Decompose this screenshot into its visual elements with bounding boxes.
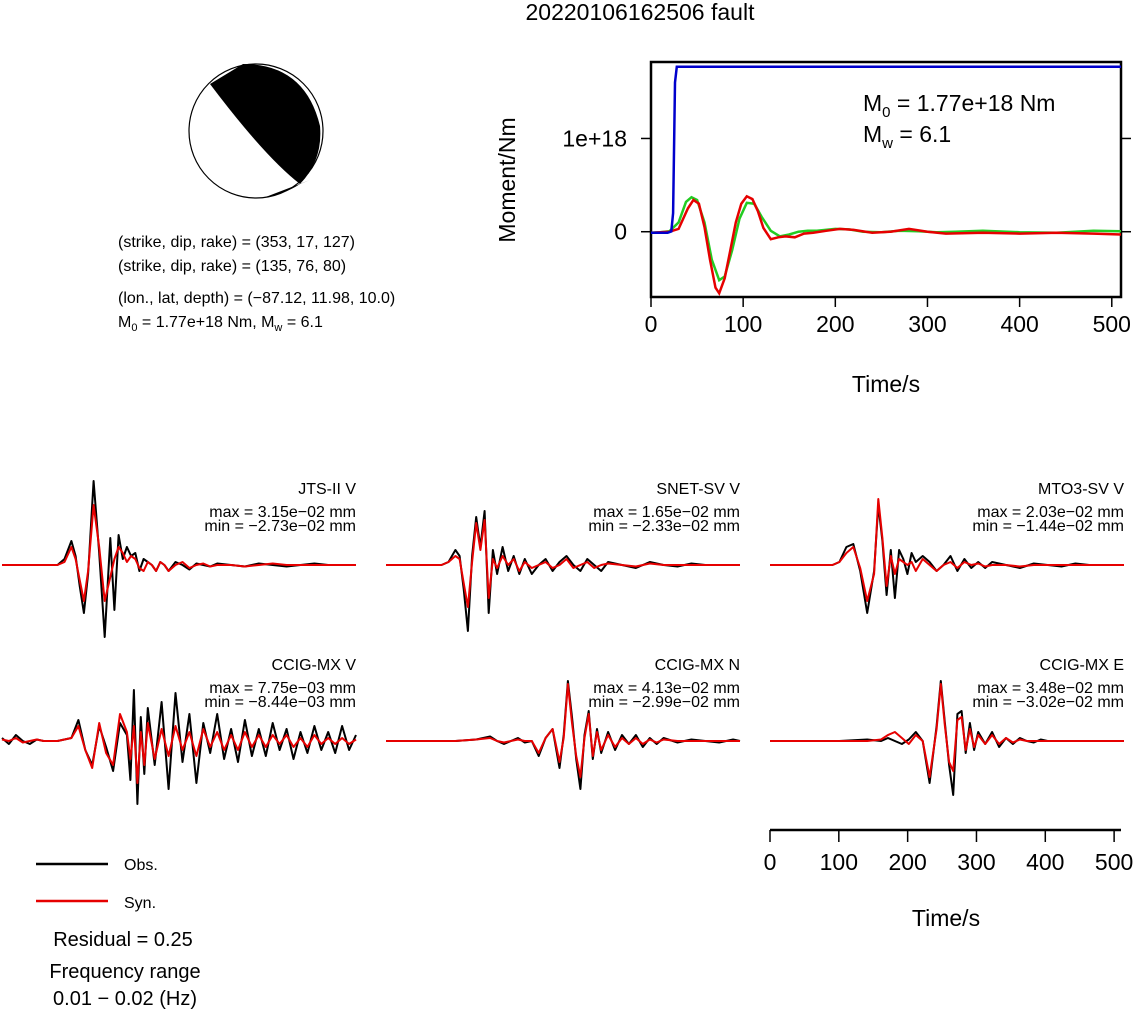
- waveform-x-tick-label: 500: [1095, 849, 1133, 875]
- waveform-synthetic: [770, 498, 1124, 602]
- nodal-plane-1: (strike, dip, rake) = (353, 17, 127): [118, 234, 355, 251]
- moment-annotation-m0: M0 = 1.77e+18 Nm: [863, 90, 1055, 121]
- moment-plot: M0 = 1.77e+18 Nm Mw = 6.1 Moment/Nm Time…: [494, 60, 1131, 397]
- waveform-min-label: min = −1.44e−02 mm: [972, 518, 1124, 535]
- waveform-station-label: SNET-SV V: [656, 481, 740, 498]
- legend-obs-label: Obs.: [124, 857, 158, 874]
- moment-y-tick-label: 0: [614, 219, 627, 245]
- waveform-max-label: max = 3.48e−02 mm: [977, 680, 1124, 697]
- waveform-station-label: CCIG-MX V: [272, 657, 357, 674]
- moment-y-axis-label: Moment/Nm: [494, 117, 520, 242]
- moment-x-tick-label: 300: [908, 311, 946, 337]
- waveform-x-tick-label: 400: [1026, 849, 1064, 875]
- moment-x-tick-label: 100: [724, 311, 762, 337]
- waveform-station-label: MTO3-SV V: [1038, 481, 1124, 498]
- frequency-range-title: Frequency range: [49, 961, 200, 983]
- legend-syn-label: Syn.: [124, 895, 156, 912]
- moment-x-tick-label: 200: [816, 311, 854, 337]
- waveform-max-label: max = 7.75e−03 mm: [209, 680, 356, 697]
- waveform-max-label: max = 4.13e−02 mm: [593, 680, 740, 697]
- beach-ball-icon: [188, 63, 324, 199]
- waveform-synthetic: [1, 713, 357, 784]
- waveform-min-label: min = −2.33e−02 mm: [588, 518, 740, 535]
- moment-series-stf-red: [650, 194, 1122, 297]
- nodal-plane-2: (strike, dip, rake) = (135, 76, 80): [118, 258, 346, 275]
- waveform-station-label: CCIG-MX N: [655, 657, 740, 674]
- waveform-synthetic: [2, 504, 356, 602]
- moment-x-tick-label: 500: [1093, 311, 1131, 337]
- waveform-min-label: min = −8.44e−03 mm: [204, 694, 356, 711]
- moment-x-tick-label: 0: [645, 311, 658, 337]
- moment-summary: M0 = 1.77e+18 Nm, Mw = 6.1: [118, 314, 323, 334]
- moment-series-moment: [651, 65, 1121, 234]
- waveform-min-label: min = −3.02e−02 mm: [972, 694, 1124, 711]
- moment-annotation-mw: Mw = 6.1: [863, 121, 951, 152]
- waveform-x-axis-label: Time/s: [912, 905, 980, 931]
- moment-plot-frame: [649, 60, 1123, 299]
- source-info: (strike, dip, rake) = (353, 17, 127) (st…: [118, 234, 395, 334]
- waveform-x-tick-label: 200: [888, 849, 926, 875]
- moment-x-axis-label: Time/s: [852, 371, 920, 397]
- waveform-x-axis: Time/s 0 100 200 300 400 500: [764, 828, 1133, 931]
- waveform-x-tick-label: 100: [820, 849, 858, 875]
- waveform-min-label: min = −2.73e−02 mm: [204, 518, 356, 535]
- waveform-max-label: max = 2.03e−02 mm: [977, 504, 1124, 521]
- residual-text: Residual = 0.25: [53, 929, 193, 951]
- waveform-max-label: max = 3.15e−02 mm: [209, 504, 356, 521]
- waveform-min-label: min = −2.99e−02 mm: [588, 694, 740, 711]
- waveform-synthetic: [386, 683, 740, 778]
- waveform-observed: [1, 689, 357, 805]
- hypocenter-location: (lon., lat, depth) = (−87.12, 11.98, 10.…: [118, 290, 395, 307]
- legend: Obs. Syn. Residual = 0.25 Frequency rang…: [36, 857, 201, 1009]
- waveform-synthetic: [386, 519, 740, 608]
- moment-series-stf: [650, 195, 1122, 283]
- frequency-range-value: 0.01 − 0.02 (Hz): [53, 988, 197, 1009]
- waveform-max-label: max = 1.65e−02 mm: [593, 504, 740, 521]
- waveform-station-label: JTS-II V: [298, 481, 356, 498]
- moment-x-tick-label: 400: [1000, 311, 1038, 337]
- waveform-x-tick-label: 0: [764, 849, 777, 875]
- waveform-x-tick-label: 300: [957, 849, 995, 875]
- waveform-station-label: CCIG-MX E: [1040, 657, 1124, 674]
- figure-title: 20220106162506 fault: [526, 0, 756, 25]
- moment-y-tick-label: 1e+18: [562, 125, 627, 151]
- waveform-synthetic: [770, 683, 1124, 778]
